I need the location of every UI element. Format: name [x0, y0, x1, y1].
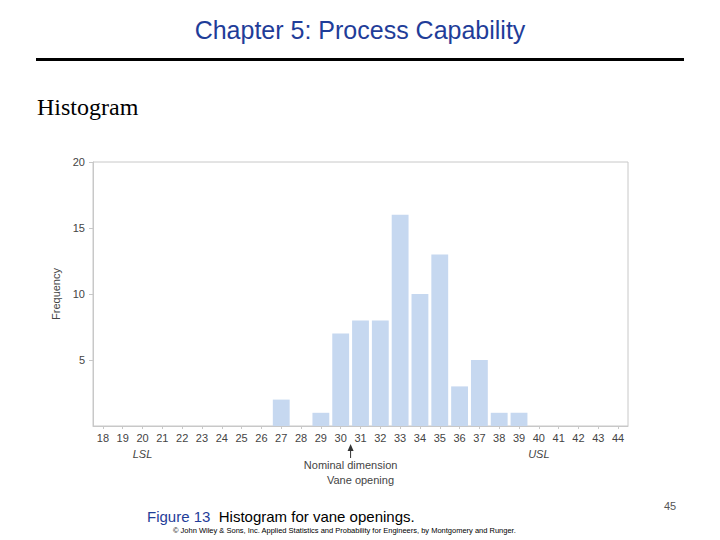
svg-text:23: 23: [196, 432, 208, 444]
svg-text:38: 38: [493, 432, 505, 444]
svg-text:32: 32: [374, 432, 386, 444]
svg-text:20: 20: [136, 432, 148, 444]
svg-text:25: 25: [235, 432, 247, 444]
svg-text:34: 34: [414, 432, 426, 444]
svg-text:29: 29: [315, 432, 327, 444]
svg-text:19: 19: [117, 432, 129, 444]
html-text:Chapter 5: Process Capability: Chapter 5: Process Capability: [194, 16, 526, 44]
svg-text:Vane opening: Vane opening: [327, 474, 394, 486]
svg-text:44: 44: [612, 432, 624, 444]
html-text:45: 45: [664, 500, 677, 512]
svg-text:5: 5: [79, 354, 85, 366]
svg-text:26: 26: [255, 432, 267, 444]
svg-text:LSL: LSL: [133, 448, 153, 460]
svg-text:42: 42: [572, 432, 584, 444]
svg-text:USL: USL: [528, 448, 549, 460]
svg-text:33: 33: [394, 432, 406, 444]
svg-text:20: 20: [73, 156, 85, 168]
svg-text:40: 40: [533, 432, 545, 444]
svg-text:15: 15: [73, 222, 85, 234]
svg-text:10: 10: [73, 288, 85, 300]
svg-text:41: 41: [553, 432, 565, 444]
html-text:Histogram for vane openings.: Histogram for vane openings.: [218, 508, 415, 525]
svg-text:35: 35: [434, 432, 446, 444]
svg-text:43: 43: [592, 432, 604, 444]
html-text:Histogram: Histogram: [37, 94, 139, 120]
svg-text:36: 36: [453, 432, 465, 444]
svg-text:28: 28: [295, 432, 307, 444]
svg-text:37: 37: [473, 432, 485, 444]
svg-text:22: 22: [176, 432, 188, 444]
html-text:Figure 13: Figure 13: [147, 508, 211, 525]
svg-text:27: 27: [275, 432, 287, 444]
svg-text:24: 24: [216, 432, 228, 444]
svg-text:18: 18: [97, 432, 109, 444]
svg-text:30: 30: [335, 432, 347, 444]
svg-text:21: 21: [156, 432, 168, 444]
svg-text:Frequency: Frequency: [50, 268, 62, 320]
svg-text:Nominal dimension: Nominal dimension: [304, 459, 398, 471]
svg-text:31: 31: [354, 432, 366, 444]
html-text:© John Wiley & Sons, Inc. Appl: © John Wiley & Sons, Inc. Applied Statis…: [173, 526, 516, 535]
svg-text:39: 39: [513, 432, 525, 444]
